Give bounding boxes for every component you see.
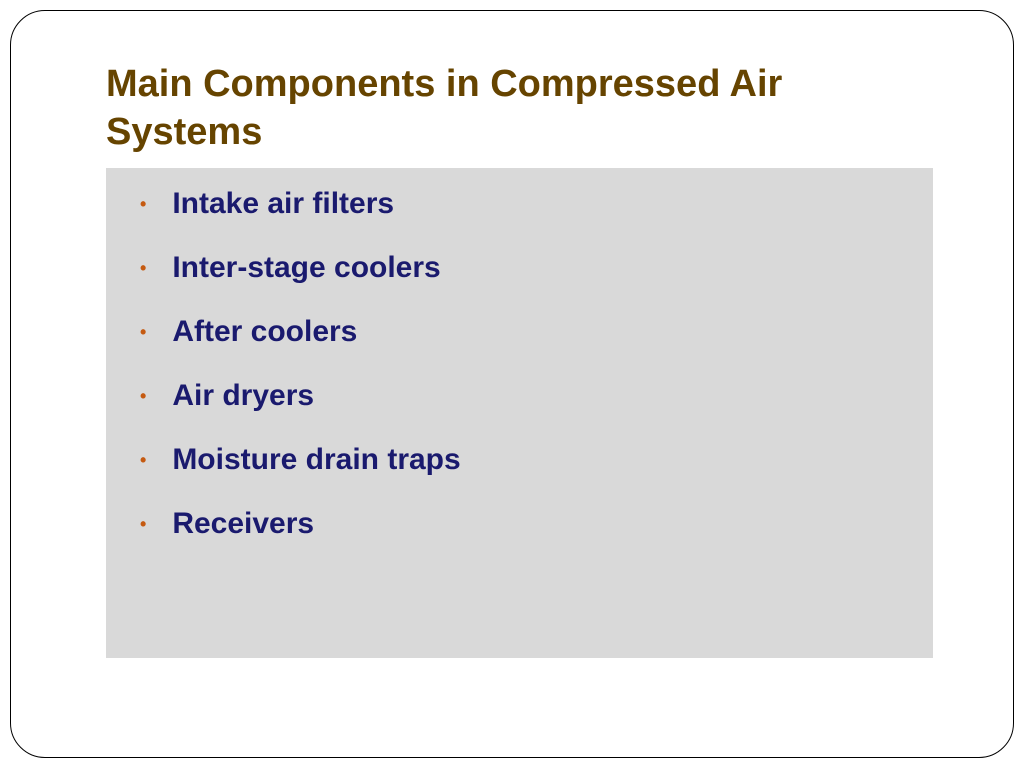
list-item: • Receivers bbox=[136, 506, 903, 542]
list-item: • Air dryers bbox=[136, 378, 903, 414]
bullet-text: Receivers bbox=[172, 506, 314, 542]
bullet-text: Intake air filters bbox=[172, 186, 394, 222]
slide-content: Main Components in Compressed Air System… bbox=[106, 61, 933, 658]
slide-title: Main Components in Compressed Air System… bbox=[106, 61, 933, 156]
list-item: • Moisture drain traps bbox=[136, 442, 903, 478]
bullet-text: Moisture drain traps bbox=[172, 442, 460, 478]
list-item: • Inter-stage coolers bbox=[136, 250, 903, 286]
bullet-icon: • bbox=[140, 387, 146, 405]
bullet-icon: • bbox=[140, 195, 146, 213]
bullet-text: After coolers bbox=[172, 314, 357, 350]
bullet-icon: • bbox=[140, 515, 146, 533]
list-item: • Intake air filters bbox=[136, 186, 903, 222]
slide-body: • Intake air filters • Inter-stage coole… bbox=[106, 168, 933, 658]
slide-frame: Main Components in Compressed Air System… bbox=[10, 10, 1014, 758]
bullet-icon: • bbox=[140, 451, 146, 469]
bullet-icon: • bbox=[140, 259, 146, 277]
bullet-list: • Intake air filters • Inter-stage coole… bbox=[136, 186, 903, 542]
bullet-text: Air dryers bbox=[172, 378, 314, 414]
list-item: • After coolers bbox=[136, 314, 903, 350]
bullet-icon: • bbox=[140, 323, 146, 341]
bullet-text: Inter-stage coolers bbox=[172, 250, 440, 286]
